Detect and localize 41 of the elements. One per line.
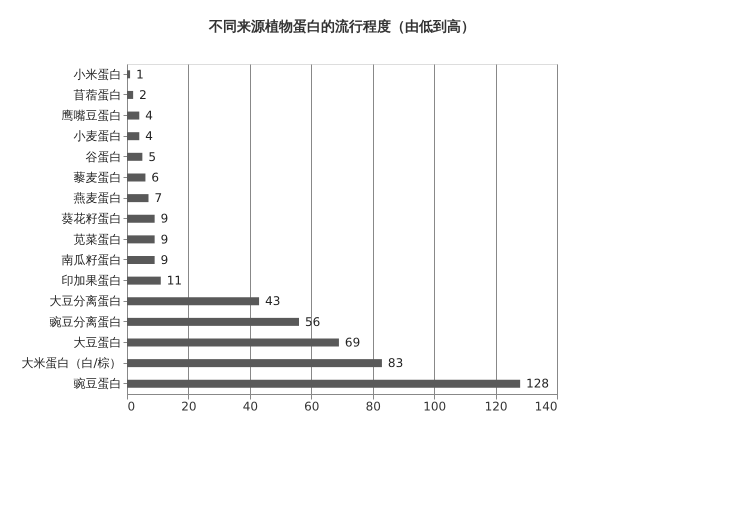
chart-title: 不同来源植物蛋白的流行程度（由低到高）: [208, 18, 475, 35]
data-label: 56: [305, 314, 320, 329]
y-tick-label: 豌豆蛋白: [74, 376, 122, 391]
y-tick-label: 苋菜蛋白: [74, 232, 122, 246]
data-label: 6: [151, 170, 160, 184]
y-tick-label: 大豆蛋白: [74, 335, 122, 350]
data-label: 5: [148, 150, 156, 164]
y-tick-label: 大豆分离蛋白: [50, 294, 122, 308]
y-tick-label: 豌豆分离蛋白: [50, 314, 122, 329]
y-tick-label: 南瓜籽蛋白: [62, 252, 122, 267]
data-label: 9: [160, 252, 168, 267]
y-tick-label: 谷蛋白: [86, 150, 122, 164]
x-tick-label: 0: [128, 400, 136, 414]
data-label: 1: [136, 67, 144, 82]
x-tick-label: 120: [484, 400, 508, 414]
y-tick-label: 大米蛋白（白/棕）: [21, 356, 122, 370]
x-tick-label: 60: [304, 400, 320, 414]
x-tick-label: 40: [242, 400, 258, 414]
x-tick-label: 80: [366, 400, 381, 414]
x-tick-label: 20: [181, 400, 197, 414]
y-tick-label: 藜麦蛋白: [74, 170, 122, 184]
y-tick-label: 鹰嘴豆蛋白: [62, 108, 122, 123]
y-tick-label: 小麦蛋白: [74, 129, 122, 144]
data-label: 11: [166, 274, 182, 288]
data-label: 4: [145, 108, 153, 123]
x-tick-label: 100: [423, 400, 446, 414]
data-label: 4: [145, 129, 153, 144]
y-tick-label: 燕麦蛋白: [74, 191, 122, 206]
data-label: 83: [388, 356, 404, 370]
y-tick-label: 印加果蛋白: [62, 274, 122, 288]
y-tick-label: 苜蓿蛋白: [74, 88, 122, 102]
data-label: 43: [265, 294, 280, 308]
data-label: 128: [526, 376, 550, 391]
y-tick-label: 小米蛋白: [74, 67, 122, 82]
y-tick-label: 葵花籽蛋白: [62, 212, 122, 226]
data-label: 69: [344, 335, 360, 350]
data-label: 9: [160, 232, 168, 246]
data-label: 9: [160, 212, 168, 226]
data-label: 7: [154, 191, 162, 206]
data-label: 2: [139, 88, 147, 102]
x-tick-label: 140: [534, 400, 558, 414]
